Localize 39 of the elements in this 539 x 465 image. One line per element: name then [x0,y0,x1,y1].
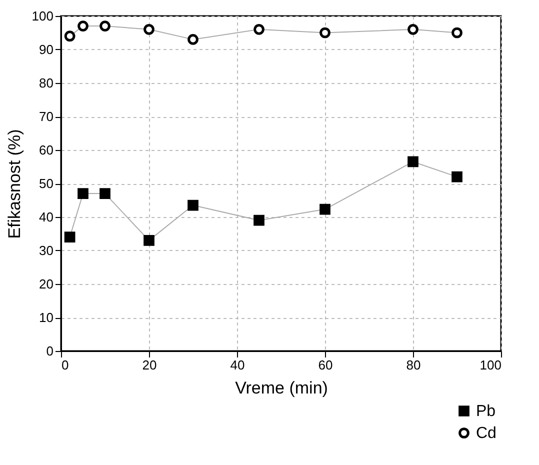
x-tick-label: 80 [406,358,421,372]
y-axis-title: Efikasnost (%) [4,129,24,239]
x-axis-title: Vreme (min) [235,378,328,398]
point [254,24,264,35]
point [100,188,110,199]
point [64,232,76,243]
x-tick-label: 40 [230,358,245,372]
legend-label: Cd [476,425,496,442]
point [320,204,330,215]
y-tick-label: 50 [39,176,54,191]
point [254,214,264,226]
y-tick-label: 70 [39,109,54,124]
y-tick-label: 10 [39,310,54,325]
y-tick-label: 80 [39,76,54,90]
y-tick-label: 60 [39,142,54,158]
y-tick-label: 30 [39,243,54,258]
x-tick-label: 0 [62,358,69,372]
x-tick-label: 20 [142,358,157,372]
point [320,27,330,38]
y-tick-label: 90 [39,42,54,57]
x-tick-label: 100 [480,358,502,372]
x-tick-label: 60 [318,358,333,372]
y-tick-label: 20 [39,276,54,292]
point [144,24,154,35]
point [408,156,418,168]
point [100,20,110,32]
point [188,200,198,211]
point [188,34,198,45]
point [452,171,462,182]
y-tick-label: 0 [46,344,54,358]
legend-label: Pb [476,403,496,420]
point [452,27,462,38]
point [144,235,154,246]
point [64,30,76,42]
y-tick-label: 40 [39,210,54,224]
point [78,20,88,32]
y-tick-label: 100 [32,8,54,24]
point [408,24,418,35]
point [78,188,88,199]
